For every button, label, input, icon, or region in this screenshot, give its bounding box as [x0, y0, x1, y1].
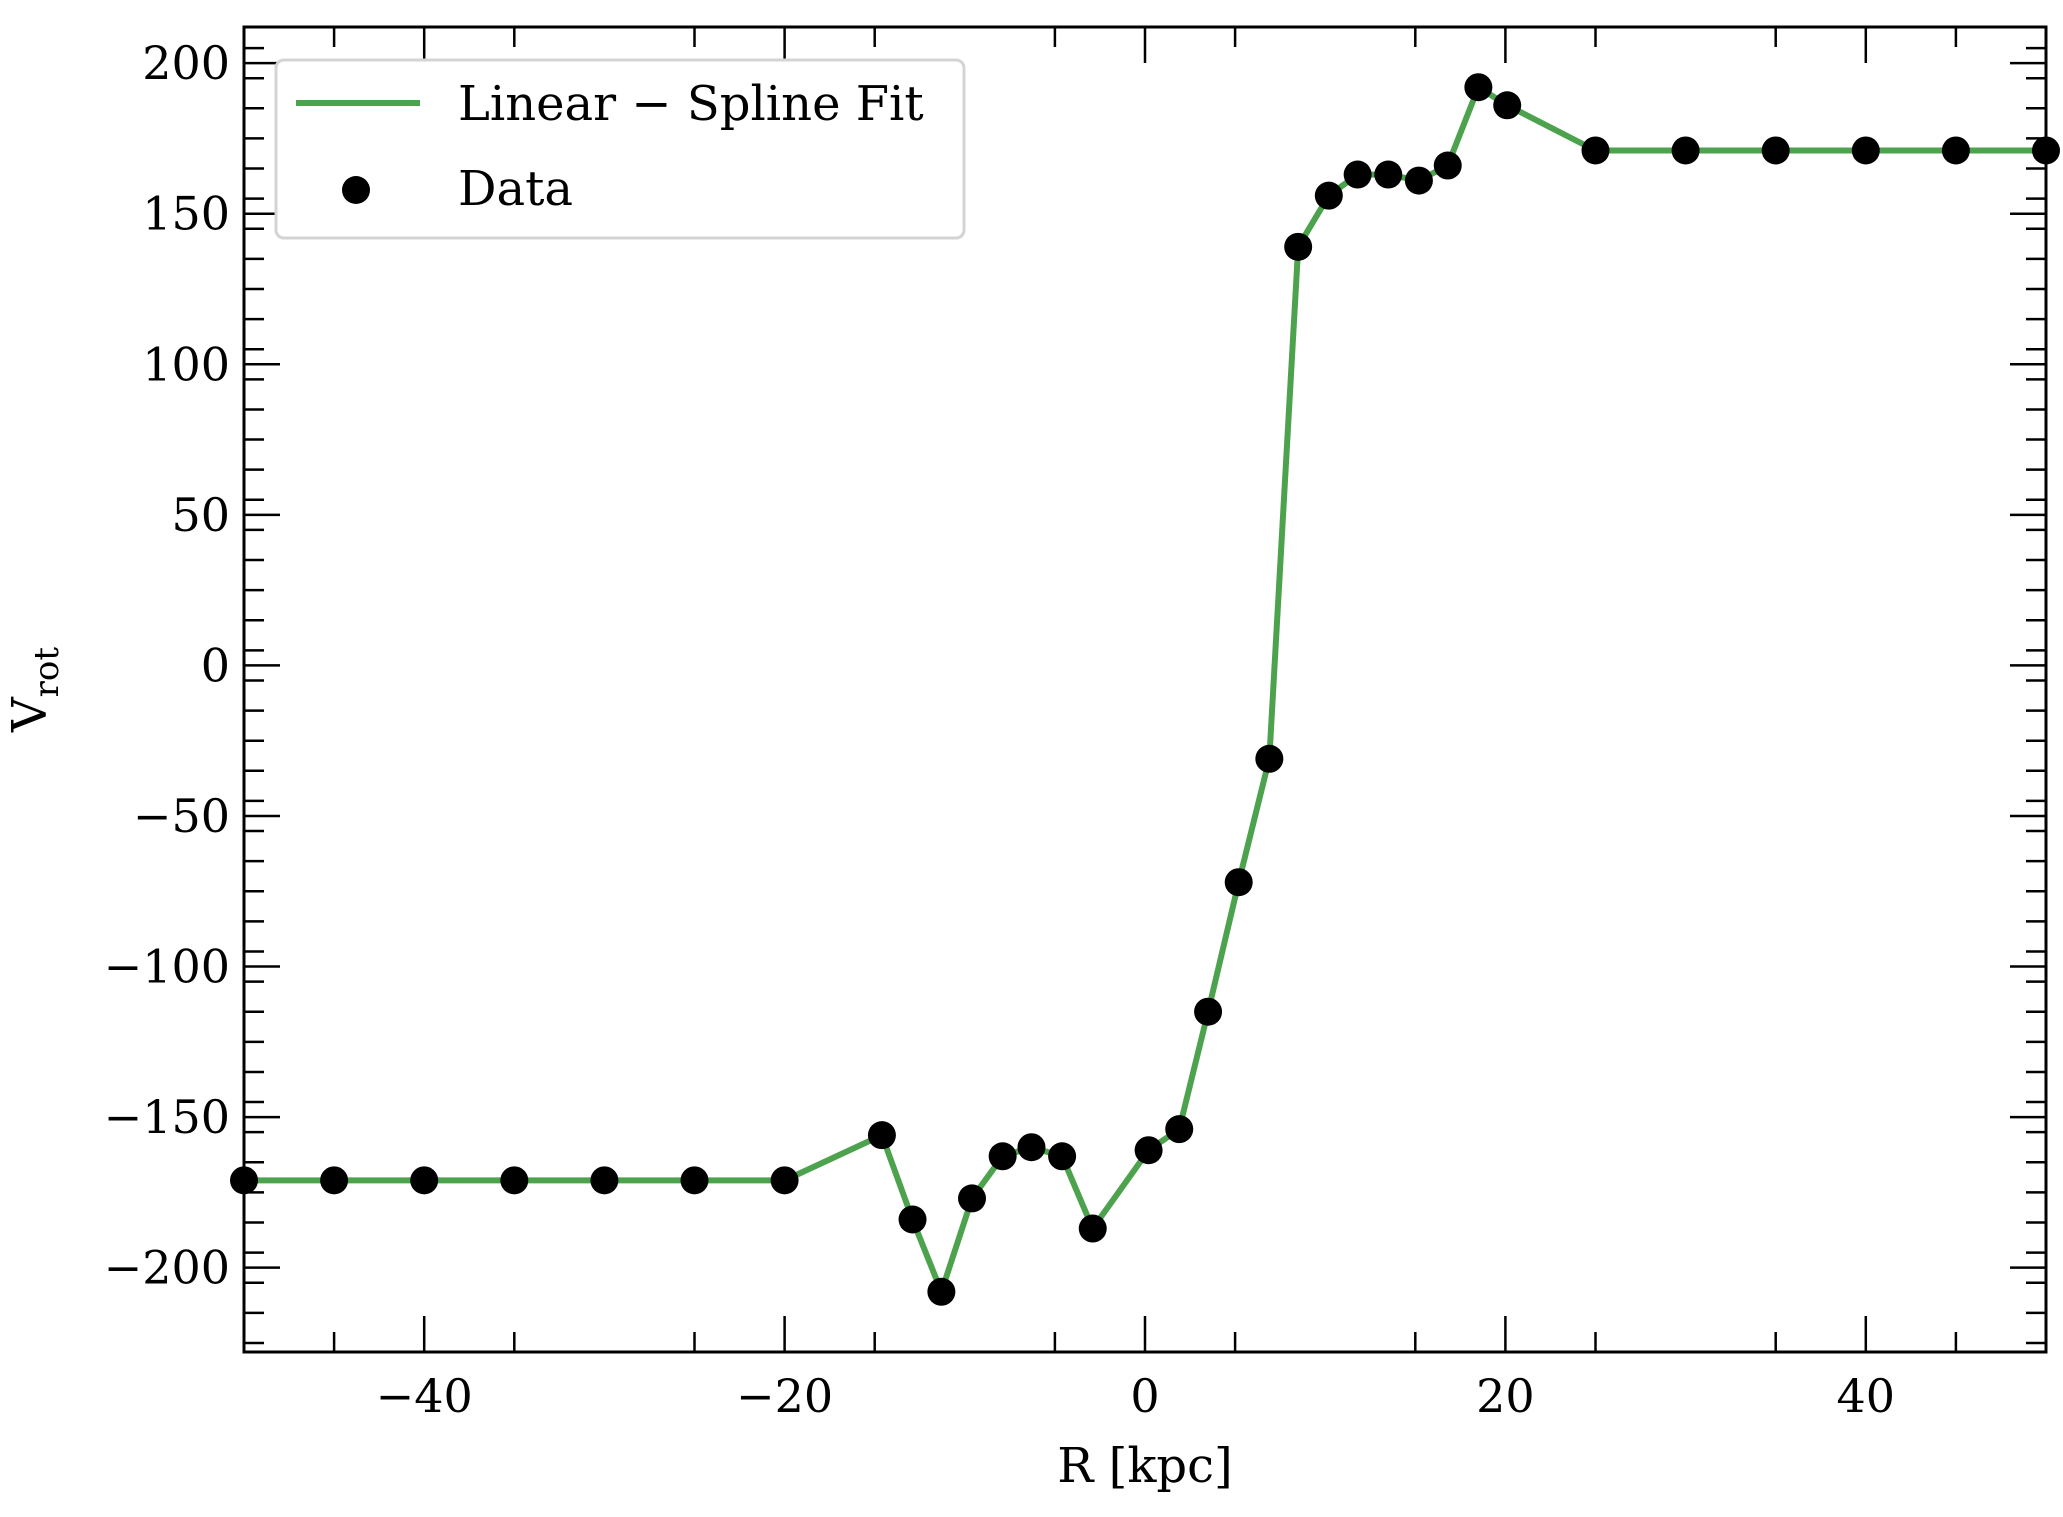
y-tick-label: 50: [171, 488, 230, 542]
x-axis-label: R [kpc]: [1057, 1438, 1233, 1494]
data-point: [867, 1121, 896, 1150]
y-tick-label: −150: [104, 1090, 230, 1144]
x-tick-label: 40: [1837, 1369, 1896, 1423]
data-point: [500, 1166, 529, 1195]
y-tick-label: 150: [142, 187, 230, 241]
axis-ticks: [244, 27, 2046, 1352]
data-point: [1671, 136, 1700, 165]
legend-marker-swatch: [342, 176, 370, 204]
data-point: [1224, 868, 1253, 897]
data-point: [1314, 181, 1343, 210]
fit-line: [244, 84, 2046, 1295]
data-point: [1255, 744, 1284, 773]
data-point: [680, 1166, 709, 1195]
data-point: [927, 1277, 956, 1306]
y-tick-label: 100: [142, 337, 230, 391]
data-point: [988, 1142, 1017, 1171]
x-tick-label: 0: [1130, 1369, 1159, 1423]
x-tick-label: −40: [376, 1369, 473, 1423]
y-tick-label: −100: [104, 940, 230, 994]
data-point: [320, 1166, 349, 1195]
data-point: [1343, 160, 1372, 189]
data-point: [1464, 73, 1493, 102]
data-point: [590, 1166, 619, 1195]
legend-box: [274, 58, 966, 240]
y-axis-label-subscript: rot: [27, 647, 67, 698]
data-point: [898, 1205, 927, 1234]
plot-frame: [242, 25, 2048, 1354]
x-tick-label: −20: [736, 1369, 833, 1423]
data-point: [1941, 136, 1970, 165]
y-tick-label: 0: [201, 638, 230, 692]
series-layer: [230, 73, 2060, 1306]
y-tick-label: 200: [142, 36, 230, 90]
x-tick-label: 20: [1476, 1369, 1535, 1423]
y-axis-label-main: V: [2, 696, 58, 733]
y-tick-label: −50: [133, 789, 230, 843]
data-point: [1404, 166, 1433, 195]
data-point: [1851, 136, 1880, 165]
legend: Linear − Spline Fit Data: [274, 58, 966, 240]
data-point: [1165, 1115, 1194, 1144]
y-axis-label: Vrot: [2, 647, 67, 733]
data-point: [1017, 1133, 1046, 1162]
data-point: [1048, 1142, 1077, 1171]
data-point: [1581, 136, 1610, 165]
data-point: [1134, 1136, 1163, 1165]
data-point: [1374, 160, 1403, 189]
data-point: [1761, 136, 1790, 165]
legend-label-data: Data: [458, 161, 573, 217]
data-point: [1194, 997, 1223, 1026]
data-point: [770, 1166, 799, 1195]
data-point: [1493, 91, 1522, 120]
data-point: [1078, 1214, 1107, 1243]
data-point: [1433, 151, 1462, 180]
data-point: [410, 1166, 439, 1195]
y-tick-label: −200: [104, 1241, 230, 1295]
data-point: [958, 1184, 987, 1213]
data-point: [1284, 232, 1313, 261]
legend-label-fit: Linear − Spline Fit: [458, 76, 924, 132]
